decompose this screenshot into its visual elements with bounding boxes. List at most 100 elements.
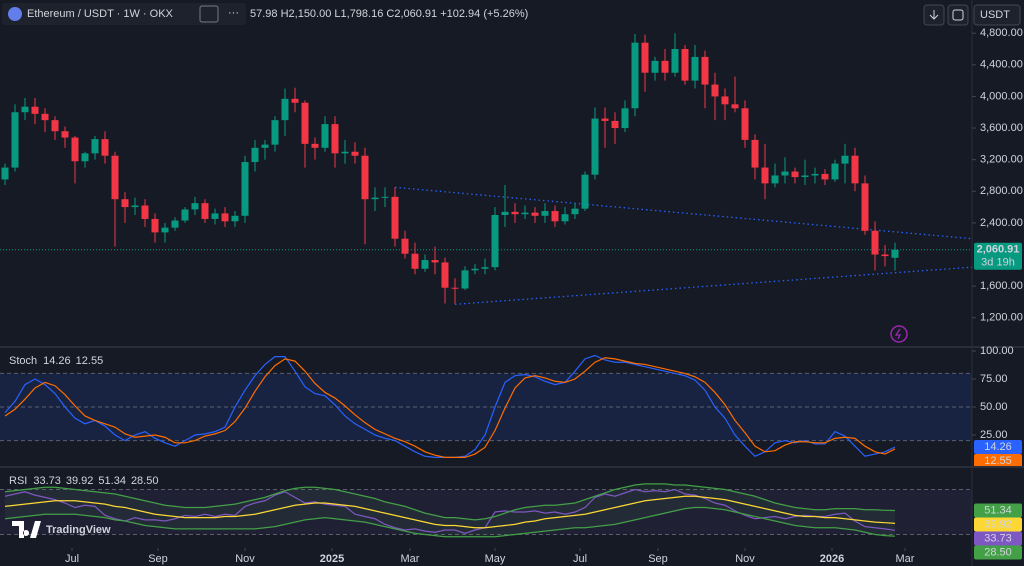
candle-body <box>551 211 559 222</box>
candle-body <box>701 56 709 85</box>
candle-body <box>301 102 309 144</box>
visibility-button[interactable] <box>199 5 219 23</box>
value-tag-label: 39.92 <box>984 518 1012 530</box>
candle-body <box>521 212 529 215</box>
candle-body <box>411 253 419 269</box>
trendline <box>394 186 973 240</box>
indicator-legend-value: 39.92 <box>66 475 94 487</box>
candle-body <box>471 268 479 271</box>
candle-body <box>661 60 669 73</box>
fullscreen-button[interactable] <box>947 4 969 26</box>
indicator-title: Stoch <box>9 355 37 367</box>
candle-body <box>641 42 649 73</box>
ohlc-values: 57.98 H2,150.00 L1,798.16 C2,060.91 +102… <box>250 8 528 20</box>
symbol-bar <box>2 3 246 25</box>
y-tick-label: 100.00 <box>980 345 1014 357</box>
candle-body <box>851 155 859 184</box>
candle-body <box>101 139 109 156</box>
candle-body <box>761 167 769 184</box>
indicator-legend-value: 33.73 <box>33 475 61 487</box>
candle-body <box>711 84 719 97</box>
candle-body <box>831 163 839 180</box>
candle-body <box>231 215 239 222</box>
candle-body <box>291 98 299 103</box>
candle-body <box>401 238 409 254</box>
x-tick-label: Mar <box>401 553 420 565</box>
candle-body <box>681 49 689 81</box>
candle-body <box>601 118 609 121</box>
value-tag <box>974 517 1022 532</box>
value-tag <box>974 440 1022 455</box>
currency-button[interactable] <box>973 4 1021 26</box>
more-button[interactable]: ··· <box>228 7 239 19</box>
candle-body <box>161 227 169 233</box>
x-tick-label: 2025 <box>320 553 344 565</box>
candle-body <box>41 113 49 121</box>
candle-body <box>371 197 379 200</box>
candle-body <box>251 147 259 163</box>
candle-body <box>61 131 69 138</box>
candle-body <box>871 230 879 255</box>
candle-body <box>311 143 319 148</box>
y-tick-label: 2,800.00 <box>980 185 1023 197</box>
candle-body <box>181 209 189 221</box>
candle-body <box>721 96 729 105</box>
x-tick-label: Sep <box>148 553 168 565</box>
y-tick-label: 1,600.00 <box>980 280 1023 292</box>
candle-body <box>651 60 659 73</box>
candle-body <box>11 112 19 168</box>
x-tick-label: Mar <box>896 553 915 565</box>
candle-body <box>341 151 349 154</box>
candle-body <box>801 175 809 178</box>
candle-body <box>391 196 399 239</box>
value-tag-label: 28.50 <box>984 546 1012 558</box>
value-tag-label: 12.55 <box>984 455 1012 467</box>
candle-body <box>511 211 519 215</box>
candle-body <box>541 211 549 216</box>
currency-label[interactable]: USDT <box>980 9 1010 21</box>
candle-body <box>71 137 79 162</box>
candle-body <box>111 155 119 200</box>
y-tick-label: 4,400.00 <box>980 59 1023 71</box>
value-tag <box>974 531 1022 546</box>
watermark: TradingView <box>46 524 111 536</box>
countdown-label: 3d 19h <box>981 257 1015 269</box>
candle-body <box>21 106 29 113</box>
x-tick-label: 2026 <box>820 553 844 565</box>
indicator-legend-value: 51.34 <box>98 475 126 487</box>
candle-body <box>481 267 489 269</box>
candle-body <box>431 260 439 263</box>
symbol-title: Ethereum / USDT · 1W · OKX <box>27 8 174 20</box>
value-tag <box>974 454 1022 469</box>
candle-body <box>781 171 789 176</box>
y-tick-label: 1,200.00 <box>980 312 1023 324</box>
alert-icon[interactable] <box>890 325 908 343</box>
candle-body <box>821 173 829 180</box>
candle-body <box>751 139 759 168</box>
x-tick-label: Jul <box>65 553 79 565</box>
candle-body <box>731 104 739 109</box>
candle-body <box>381 196 389 198</box>
candle-body <box>171 220 179 228</box>
candle-body <box>281 98 289 121</box>
candle-body <box>1 167 9 180</box>
indicator-line <box>4 483 896 521</box>
watermark-logo <box>12 521 41 538</box>
x-tick-label: Nov <box>235 553 255 565</box>
candle-body <box>261 144 269 148</box>
candle-body <box>491 214 499 268</box>
candle-body <box>501 211 509 215</box>
candle-body <box>881 254 889 257</box>
candle-body <box>621 108 629 129</box>
candle-body <box>531 212 539 216</box>
value-tag-label: 14.26 <box>984 441 1012 453</box>
value-tag-label: 51.34 <box>984 504 1012 516</box>
x-tick-label: May <box>485 553 506 565</box>
candle-body <box>771 175 779 184</box>
candle-body <box>81 153 89 162</box>
y-tick-label: 4,800.00 <box>980 27 1023 39</box>
candle-body <box>271 120 279 145</box>
candle-body <box>571 208 579 215</box>
